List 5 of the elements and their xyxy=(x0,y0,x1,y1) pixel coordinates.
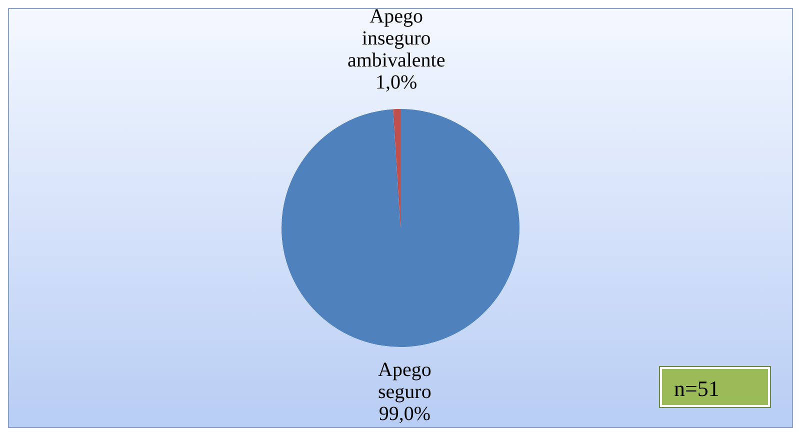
slice-label: Apego seguro xyxy=(378,359,432,404)
slice-label: Apego inseguro ambivalente xyxy=(347,5,446,72)
text: n=51 xyxy=(660,367,770,407)
data-label: 1,0% xyxy=(375,71,418,94)
data-label: 99,0% xyxy=(378,403,431,426)
